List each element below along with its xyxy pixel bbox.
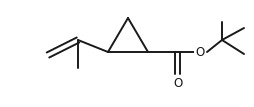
Text: O: O — [195, 45, 204, 59]
Text: O: O — [173, 77, 182, 90]
